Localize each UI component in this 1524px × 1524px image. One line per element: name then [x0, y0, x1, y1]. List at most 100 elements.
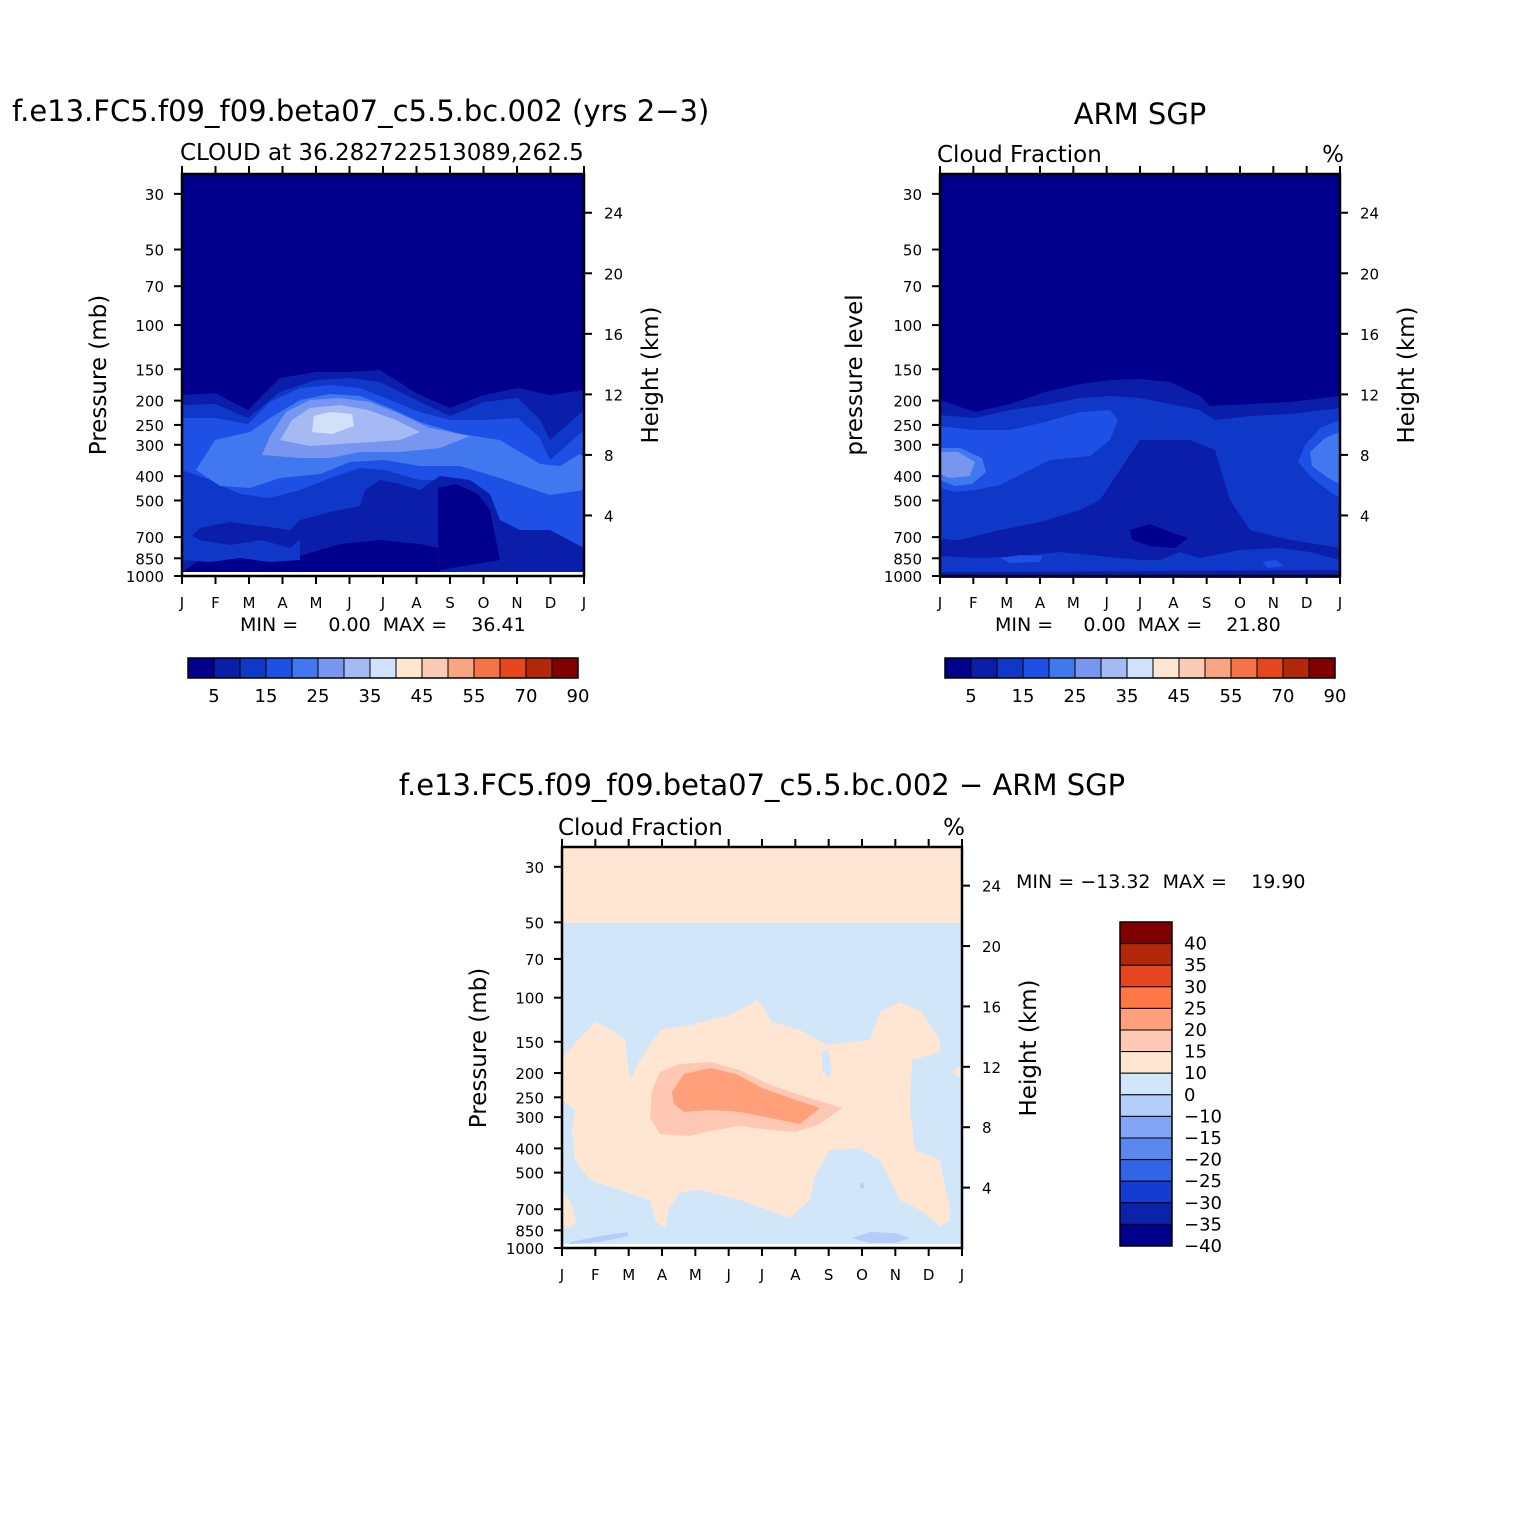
colorbar-label: −40: [1184, 1236, 1222, 1257]
y-tick-label: 700: [893, 529, 922, 547]
y-tick-label: 850: [515, 1222, 544, 1240]
y-right-tick-label: 16: [1360, 326, 1379, 344]
colorbar-cell: [1119, 1029, 1173, 1053]
colorbar-label: 35: [1116, 686, 1139, 707]
colorbar-cell: [213, 657, 241, 679]
x-tick-label: D: [545, 594, 557, 612]
y-tick-label: 150: [893, 361, 922, 379]
colorbar-label: 0: [1184, 1085, 1195, 1106]
x-tick-label: J: [937, 594, 942, 612]
colorbar-cell: [1119, 1094, 1173, 1117]
diff-ylabel-right: Height (km): [1016, 979, 1042, 1116]
colorbar-cell: [291, 657, 319, 679]
y-right-tick-label: 20: [604, 265, 623, 283]
y-tick-label: 200: [515, 1065, 544, 1083]
y-tick-label: 50: [145, 242, 164, 260]
obs-contour-level-35b: [1310, 432, 1340, 484]
obs-ylabel-right: Height (km): [1394, 306, 1420, 443]
y-tick-label: 250: [893, 417, 922, 435]
colorbar-cell: [239, 657, 267, 679]
colorbar-label: −15: [1184, 1128, 1222, 1149]
colorbar-label: 15: [1184, 1042, 1207, 1063]
obs-contour-plot: [940, 174, 1340, 578]
x-tick-label: A: [790, 1266, 801, 1284]
diff-panel-unit: %: [943, 815, 965, 841]
obs-panel-title: ARM SGP: [1074, 97, 1207, 131]
colorbar-cell: [1119, 1007, 1173, 1031]
colorbar-cell: [525, 657, 553, 679]
x-tick-label: N: [890, 1266, 901, 1284]
y-tick-label: 400: [893, 468, 922, 486]
y-tick-label: 70: [145, 278, 164, 296]
diff-axes: J F M A M J J A S O N D J 30 50 70 100 150 200 250 300 400 500…: [506, 839, 1001, 1284]
colorbar-cell: [1119, 943, 1173, 966]
obs-colorbar: 5 15 25 35 45 55 70 90: [944, 657, 1346, 707]
colorbar-cell: [473, 657, 501, 679]
colorbar-label: 15: [255, 686, 278, 707]
y-right-tick-label: 8: [604, 447, 614, 465]
y-right-tick-label: 12: [604, 386, 623, 404]
diff-contour-hole: [822, 1048, 832, 1078]
colorbar-label: −30: [1184, 1193, 1222, 1214]
y-tick-label: 150: [515, 1034, 544, 1052]
colorbar-label: 5: [208, 686, 219, 707]
diff-contour-level-0-right: [952, 1064, 962, 1080]
y-tick-label: 1000: [884, 568, 922, 586]
y-tick-label: 200: [135, 393, 164, 411]
colorbar-cell: [1119, 1223, 1173, 1247]
colorbar-label: 35: [359, 686, 382, 707]
y-tick-label: 50: [903, 242, 922, 260]
y-tick-label: 500: [515, 1165, 544, 1183]
colorbar-label: 20: [1184, 1020, 1207, 1041]
x-tick-label: A: [411, 594, 422, 612]
diff-panel: f.e13.FC5.f09_f09.beta07_c5.5.bc.002 − A…: [399, 768, 1306, 1284]
x-tick-label: A: [657, 1266, 668, 1284]
colorbar-cell: [395, 657, 423, 679]
colorbar-cell: [1119, 1137, 1173, 1161]
colorbar-label: 25: [1184, 998, 1207, 1019]
y-tick-label: 1000: [126, 568, 164, 586]
y-tick-label: 500: [135, 492, 164, 510]
model-contour-plot: [182, 174, 584, 572]
contour-lower-darkest-b: [182, 540, 440, 572]
obs-ylabel: pressure level: [842, 294, 868, 455]
x-tick-label: O: [856, 1266, 868, 1284]
colorbar-cell: [1230, 657, 1258, 679]
y-tick-label: 70: [903, 278, 922, 296]
contour-lower-band: [182, 530, 300, 562]
obs-contour-lower-darkest: [1130, 524, 1188, 548]
x-tick-label: J: [1337, 594, 1342, 612]
colorbar-cell: [1119, 1180, 1173, 1204]
diff-panel-title: f.e13.FC5.f09_f09.beta07_c5.5.bc.002 − A…: [399, 768, 1125, 802]
contour-lower-darkest: [438, 484, 500, 570]
colorbar-cell: [1204, 657, 1232, 679]
colorbar-cell: [1022, 657, 1050, 679]
colorbar-cell: [1282, 657, 1310, 679]
y-tick-label: 300: [135, 437, 164, 455]
colorbar-label: 35: [1184, 955, 1207, 976]
diff-contour-level-0-left-low: [562, 1190, 576, 1228]
x-tick-label: A: [1168, 594, 1179, 612]
y-right-tick-label: 16: [982, 998, 1001, 1016]
x-tick-label: S: [445, 594, 455, 612]
colorbar-cell: [1119, 921, 1173, 945]
x-tick-label: O: [1234, 594, 1246, 612]
y-tick-label: 850: [893, 550, 922, 568]
y-tick-label: 500: [893, 492, 922, 510]
x-tick-label: N: [1268, 594, 1279, 612]
model-panel: f.e13.FC5.f09_f09.beta07_c5.5.bc.002 (yr…: [12, 94, 709, 707]
x-tick-label: S: [1202, 594, 1212, 612]
colorbar-label: 55: [463, 686, 486, 707]
x-tick-label: J: [346, 594, 351, 612]
x-tick-label: D: [923, 1266, 935, 1284]
colorbar-cell: [996, 657, 1024, 679]
colorbar-label: 70: [1272, 686, 1295, 707]
y-tick-label: 30: [525, 859, 544, 877]
x-tick-label: F: [591, 1266, 600, 1284]
x-tick-label: M: [622, 1266, 635, 1284]
colorbar-label: 40: [1184, 934, 1207, 955]
y-right-tick-label: 4: [604, 507, 614, 525]
colorbar-cell: [1100, 657, 1128, 679]
x-tick-label: J: [759, 1266, 764, 1284]
